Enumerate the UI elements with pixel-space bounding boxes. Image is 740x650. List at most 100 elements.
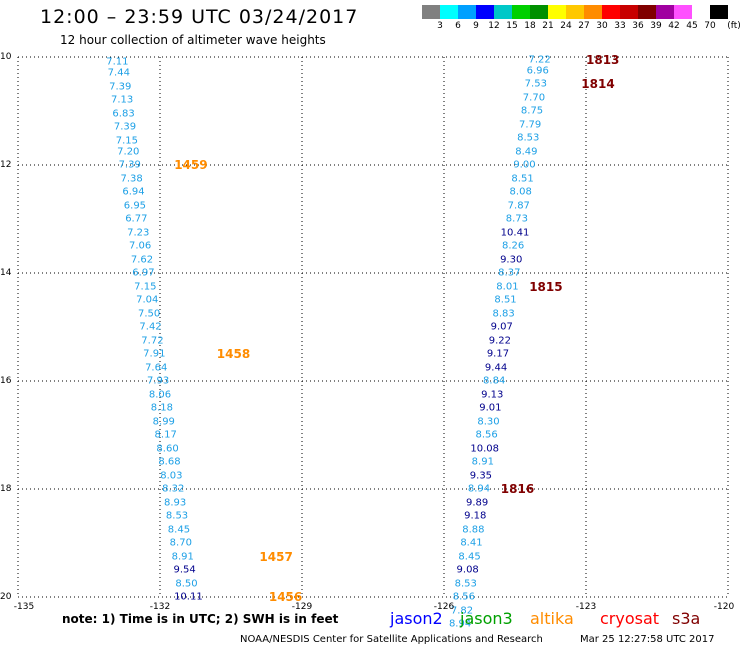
legend-swatch xyxy=(584,5,602,19)
wave-height-value: 8.01 xyxy=(496,281,519,292)
legend-swatches xyxy=(422,5,740,19)
legend-swatch xyxy=(692,5,710,19)
wave-height-value: 7.39 xyxy=(118,159,141,171)
legend-swatch xyxy=(476,5,494,19)
latitude-tick-label: 18 xyxy=(0,484,12,494)
legend-swatch xyxy=(512,5,530,19)
wave-height-value: 7.91 xyxy=(143,348,166,360)
legend-label: 27 xyxy=(578,21,590,31)
latitude-tick-label: 10 xyxy=(0,52,12,62)
legend-swatch xyxy=(530,5,548,19)
wave-height-value: 9.22 xyxy=(488,335,511,346)
wave-height-value: 7.82 xyxy=(450,605,474,616)
legend-label: 15 xyxy=(506,21,518,31)
wave-height-value: 8.17 xyxy=(154,429,177,441)
legend-label: (ft) xyxy=(727,21,740,31)
wave-height-value: 7.15 xyxy=(134,281,157,292)
wave-height-value: 8.84 xyxy=(483,375,506,387)
wave-height-value: 7.20 xyxy=(117,146,140,157)
wave-height-value: 7.11 xyxy=(106,56,129,68)
legend-labels: 3 6 9 12 15 18 21 24 27 30 33 36 39 42 45 70 (ft) xyxy=(422,19,740,33)
wave-height-value: 8.50 xyxy=(175,578,198,589)
longitude-tick-label: -120 xyxy=(713,602,735,612)
wave-height-value: 8.60 xyxy=(156,443,179,454)
wave-height-value: 9.30 xyxy=(500,254,523,265)
wave-height-value: 7.39 xyxy=(109,81,132,93)
wave-height-value: 9.44 xyxy=(484,362,508,373)
legend-swatch xyxy=(422,5,440,19)
legend-label: 36 xyxy=(632,21,644,31)
wave-height-value: 8.56 xyxy=(475,429,498,441)
legend-label: 3 xyxy=(437,21,443,31)
pass-number-label: 1813 xyxy=(586,52,620,67)
satellite-name-jason2: jason2 xyxy=(390,609,443,628)
longitude-tick-label: -135 xyxy=(13,602,35,612)
latitude-tick-label: 12 xyxy=(0,160,12,170)
wave-height-value: 9.18 xyxy=(464,510,487,522)
wave-height-value: 7.44 xyxy=(107,67,130,79)
wave-height-value: 9.08 xyxy=(456,564,479,576)
timestamp: Mar 25 12:27:58 UTC 2017 xyxy=(580,634,715,645)
wave-height-value: 8.41 xyxy=(460,537,483,549)
legend-swatch xyxy=(494,5,512,19)
wave-height-value: 8.08 xyxy=(509,186,532,198)
wave-height-value: 7.62 xyxy=(130,254,154,265)
latitude-tick-label: 20 xyxy=(0,592,12,602)
legend-swatch xyxy=(638,5,656,19)
latitude-tick-label: 16 xyxy=(0,376,12,386)
wave-height-value: 9.00 xyxy=(513,159,536,171)
legend-swatch xyxy=(548,5,566,19)
legend-swatch xyxy=(656,5,674,19)
wave-height-value: 10.08 xyxy=(470,443,500,454)
wave-height-value: 8.94 xyxy=(448,618,472,630)
legend-label: 18 xyxy=(524,21,536,31)
wave-height-value: 9.07 xyxy=(490,321,513,333)
wave-height-value: 8.56 xyxy=(452,591,476,603)
wave-height-value: 7.79 xyxy=(519,119,542,130)
legend-label: 9 xyxy=(473,21,479,31)
legend-swatch xyxy=(602,5,620,19)
pass-number-label: 1815 xyxy=(529,279,563,294)
wave-height-value: 9.89 xyxy=(465,497,489,508)
wave-height-value: 7.72 xyxy=(141,335,164,346)
wave-height-value: 7.70 xyxy=(522,92,546,103)
color-legend: 3 6 9 12 15 18 21 24 27 30 33 36 39 42 45 70 (ft) xyxy=(422,5,740,33)
legend-label: 24 xyxy=(560,21,572,31)
wave-height-value: 7.15 xyxy=(115,135,138,147)
units-note: note: 1) Time is in UTC; 2) SWH is in fe… xyxy=(62,612,339,626)
legend-swatch xyxy=(710,5,728,19)
map-plot: 7.11 7.44 7.39 7.13 6.83 7.39 7.15 7.20 7.39 7.38… xyxy=(17,53,729,630)
longitude-tick-label: -132 xyxy=(149,602,171,612)
satellite-name-altika: altika xyxy=(530,609,574,628)
pass-number-label: 1456 xyxy=(268,590,303,604)
wave-height-value: 9.35 xyxy=(469,470,493,481)
wave-height-value: 6.97 xyxy=(132,267,155,279)
pass-number-label: 1458 xyxy=(216,347,251,361)
wave-height-value: 7.13 xyxy=(110,94,134,106)
wave-height-value: 6.77 xyxy=(125,213,148,225)
wave-height-value: 8.30 xyxy=(477,416,500,427)
wave-height-value: 7.06 xyxy=(128,240,152,252)
wave-height-value: 8.49 xyxy=(515,146,538,157)
map-title: 12:00 – 23:59 UTC 03/24/2017 xyxy=(40,6,359,28)
wave-height-value: 8.45 xyxy=(458,551,481,562)
wave-height-value: 8.91 xyxy=(471,456,494,468)
wave-height-value: 8.83 xyxy=(492,308,515,319)
wave-height-value: 6.95 xyxy=(123,200,147,211)
legend-swatch xyxy=(674,5,692,19)
pass-number-label: 1459 xyxy=(174,158,208,172)
wave-height-value: 8.06 xyxy=(148,389,172,400)
pass-number-label: 1457 xyxy=(259,549,293,564)
wave-height-value: 8.53 xyxy=(165,510,189,522)
wave-height-value: 8.93 xyxy=(164,497,187,508)
wave-height-value: 8.70 xyxy=(169,537,192,549)
legend-label: 33 xyxy=(614,21,626,31)
latitude-tick-label: 14 xyxy=(0,268,12,278)
wave-height-value: 8.68 xyxy=(158,456,181,468)
wave-height-value: 8.51 xyxy=(511,173,534,184)
wave-height-value: 10.11 xyxy=(174,591,203,603)
wave-height-value: 7.22 xyxy=(528,54,551,66)
legend-label: 30 xyxy=(596,21,608,31)
wave-height-value: 8.03 xyxy=(160,470,183,481)
wave-height-value: 7.53 xyxy=(524,78,547,90)
